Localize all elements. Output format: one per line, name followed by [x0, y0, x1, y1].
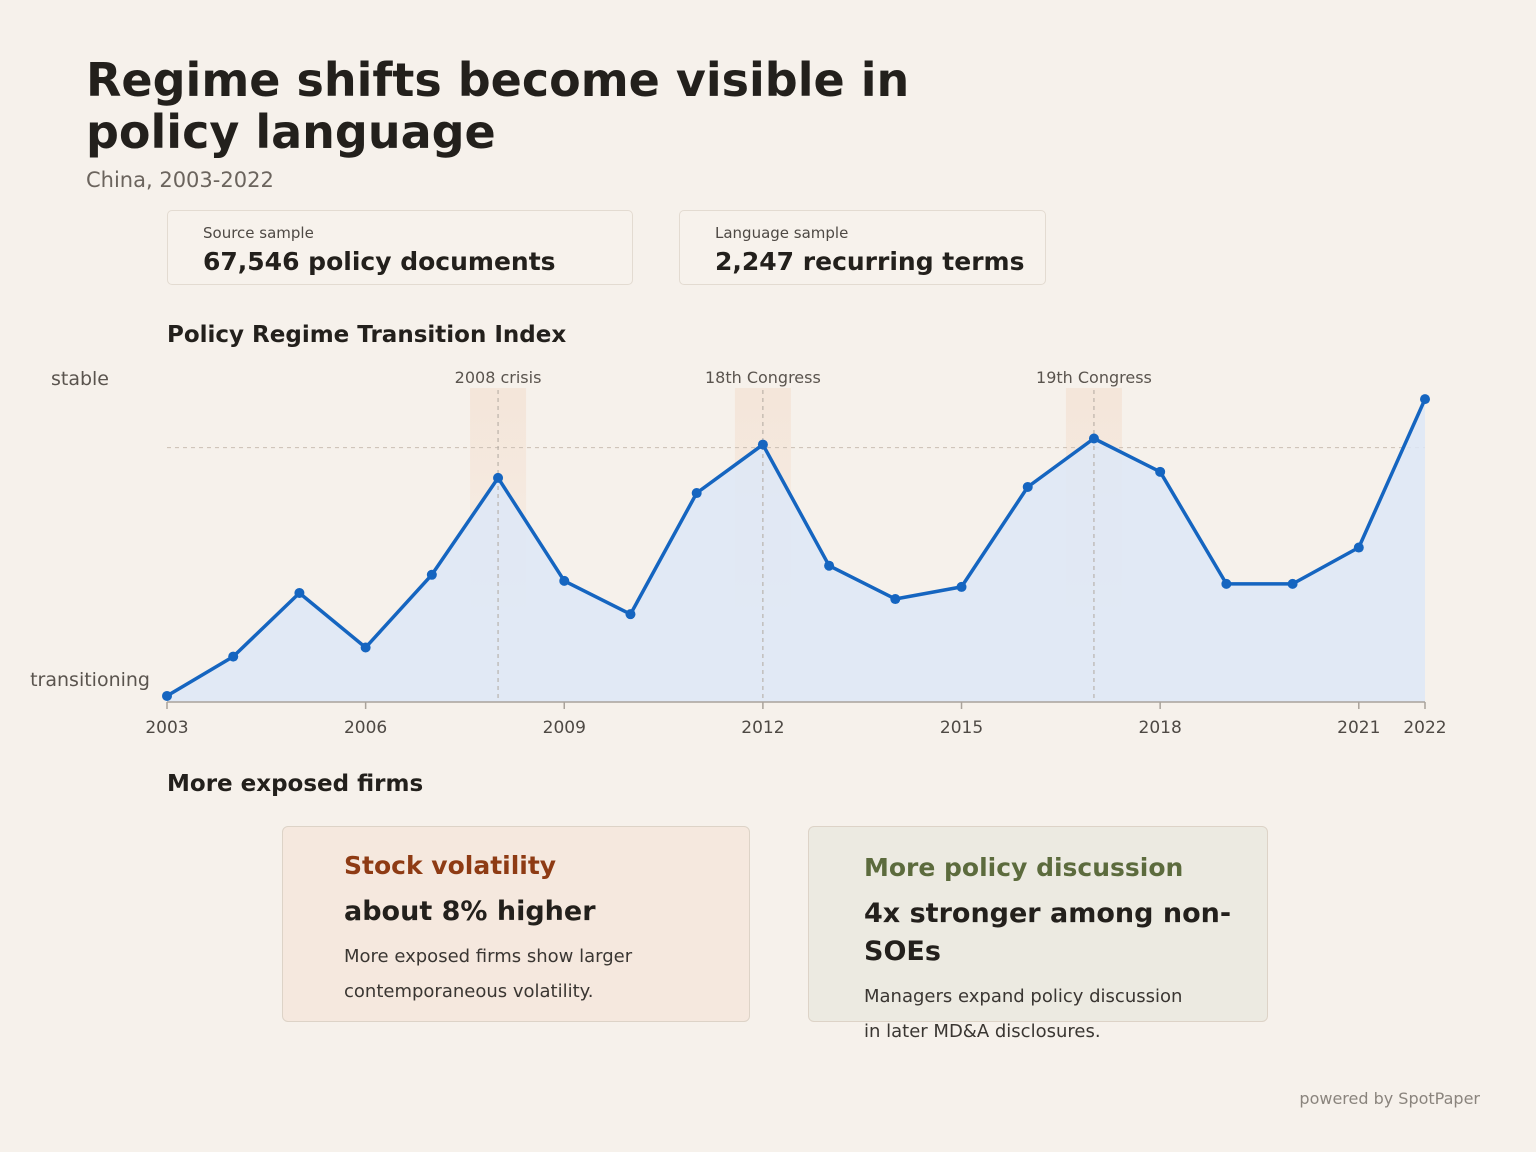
stat-value: 2,247 recurring terms [715, 247, 1025, 276]
card-policy-discussion: More policy discussion 4x stronger among… [808, 826, 1268, 1042]
event-label: 19th Congress [1036, 368, 1152, 387]
data-point [824, 560, 835, 571]
card-value: about 8% higher [344, 896, 596, 927]
chart-section-title: Policy Regime Transition Index [167, 322, 567, 348]
page-subtitle: China, 2003-2022 [86, 168, 274, 192]
y-axis-label-stable: stable [51, 368, 109, 390]
x-tick-label: 2006 [344, 718, 387, 738]
x-tick-label: 2015 [940, 718, 983, 738]
stat-value: 67,546 policy documents [203, 247, 556, 276]
data-point [426, 569, 437, 580]
event-label: 2008 crisis [455, 368, 542, 387]
page-title: Regime shifts become visible in policy l… [86, 53, 910, 159]
x-tick-label: 2012 [741, 718, 784, 738]
firms-section-title: More exposed firms [167, 771, 424, 797]
data-point [1088, 433, 1099, 444]
stat-card-language-sample: Language sample 2,247 recurring terms [679, 210, 1046, 285]
stat-label: Source sample [203, 224, 314, 242]
index-series-line [166, 398, 1427, 698]
stat-label: Language sample [715, 224, 849, 242]
data-point [294, 587, 305, 598]
index-area-fill [167, 399, 1425, 702]
card-value: 4x stronger among non-SOEs [864, 898, 1232, 967]
data-point [625, 609, 636, 620]
data-point [228, 651, 239, 662]
card-description: More exposed firms show larger contempor… [344, 946, 633, 1002]
x-tick-label: 2009 [543, 718, 586, 738]
card-heading: More policy discussion [864, 853, 1184, 882]
data-point [691, 488, 702, 499]
data-point [360, 642, 371, 653]
transition-index-chart: 2008 crisis 18th Congress 19th Congress 20… [30, 368, 1447, 738]
y-axis-label-transitioning: transitioning [30, 669, 150, 691]
x-tick-label: 2018 [1139, 718, 1182, 738]
x-tick-label: 2003 [145, 718, 188, 738]
data-point [890, 594, 901, 605]
data-point [1353, 542, 1364, 553]
event-label: 18th Congress [705, 368, 821, 387]
card-heading: Stock volatility [344, 851, 557, 880]
card-description: Managers expand policy discussion in lat… [864, 986, 1183, 1042]
data-point [559, 575, 570, 586]
data-point [1155, 466, 1166, 477]
x-tick-label: 2022 [1403, 718, 1446, 738]
data-point [757, 439, 768, 450]
data-point [1420, 394, 1430, 405]
data-point [1221, 578, 1232, 589]
footer-credit: powered by SpotPaper [1299, 1089, 1480, 1108]
data-point [1287, 578, 1298, 589]
data-point [162, 690, 172, 701]
data-point [1022, 481, 1033, 492]
x-tick-label: 2021 [1337, 718, 1380, 738]
data-point [956, 581, 967, 592]
data-point [493, 472, 504, 483]
card-stock-volatility: Stock volatility about 8% higher More ex… [282, 826, 750, 1022]
stat-card-source-sample: Source sample 67,546 policy documents [167, 210, 633, 285]
